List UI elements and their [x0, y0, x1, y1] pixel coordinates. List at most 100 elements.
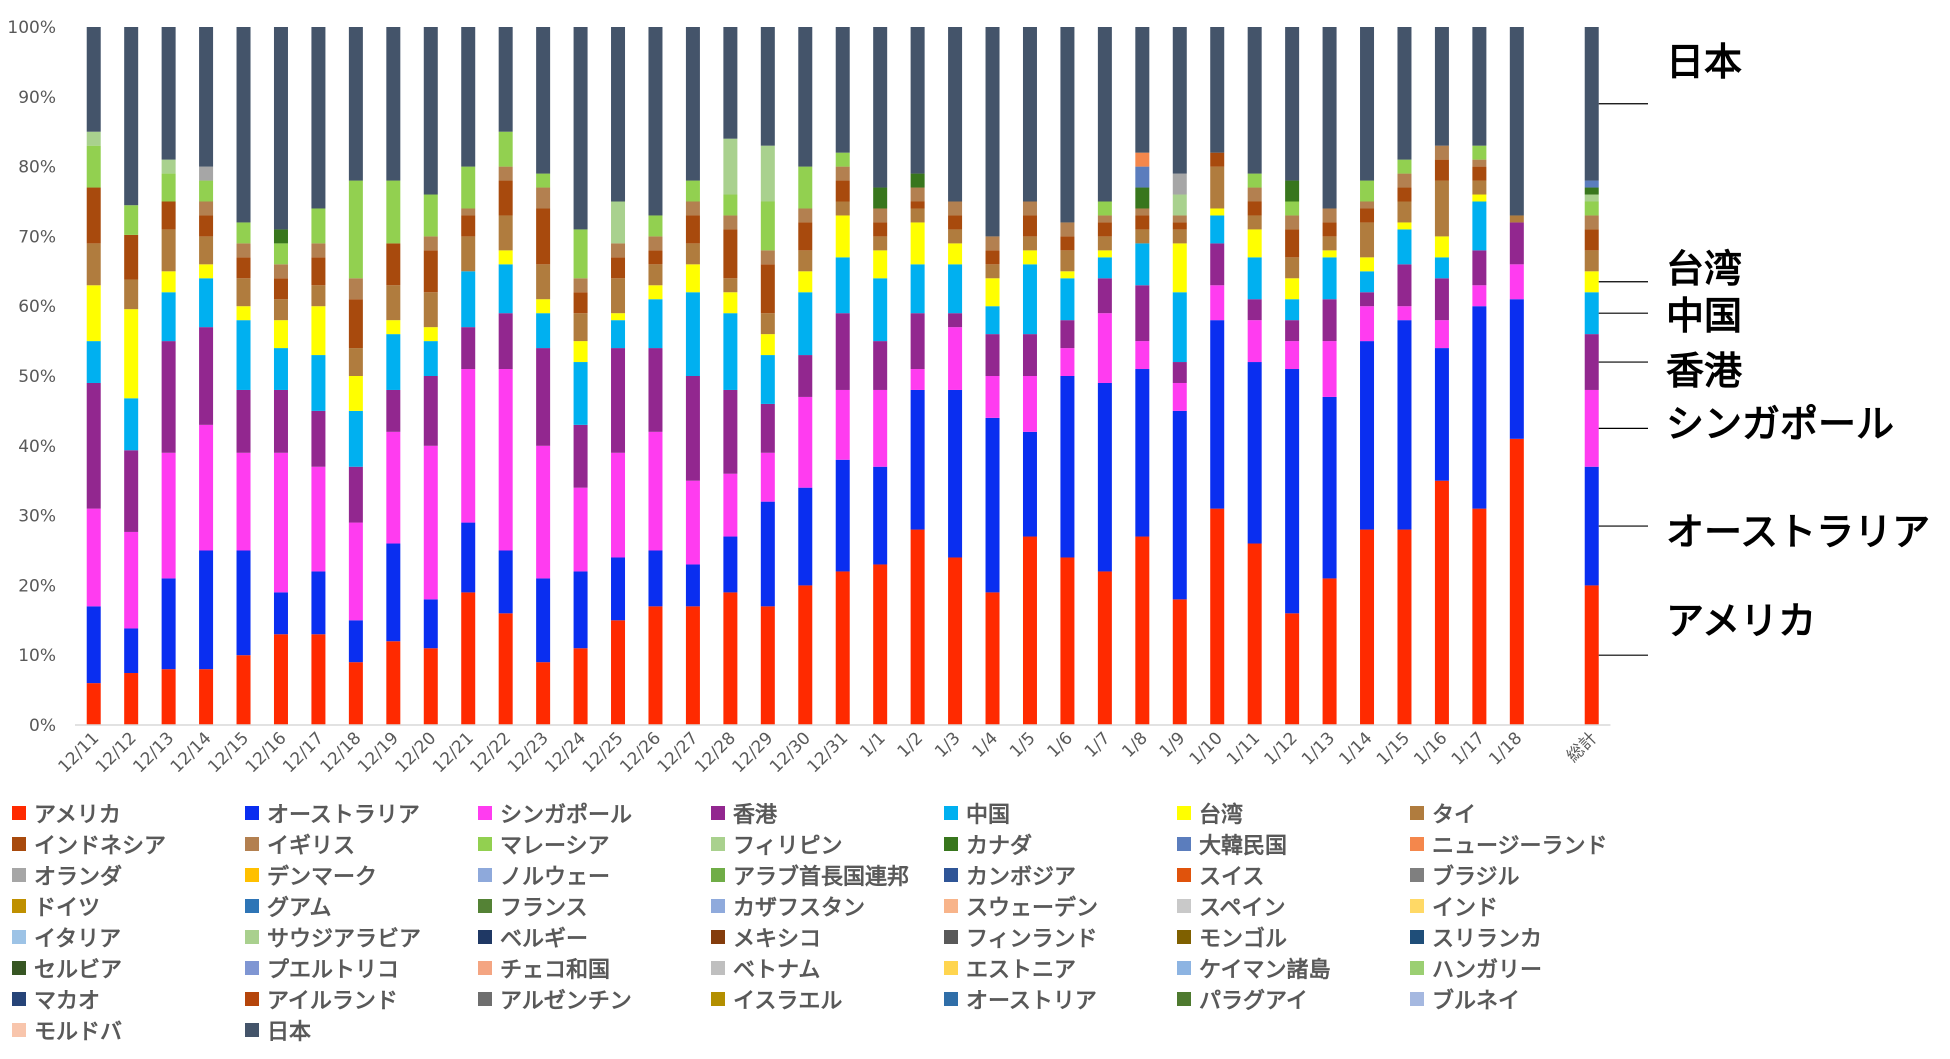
bar-segment: [910, 264, 925, 314]
bar-segment: [161, 173, 176, 202]
y-tick-label: 80%: [18, 158, 56, 178]
bar-segment: [348, 180, 363, 279]
legend-swatch: [12, 991, 26, 1006]
bar-segment: [273, 348, 288, 390]
legend-label: ドイツ: [34, 895, 101, 921]
legend-item: ドイツ: [12, 893, 245, 921]
legend-swatch: [245, 991, 259, 1006]
bar-segment: [723, 138, 738, 195]
bar-segment: [161, 341, 176, 453]
bar-segment: [1135, 341, 1150, 370]
legend-item: アメリカ: [12, 800, 245, 828]
legend-swatch: [1410, 960, 1424, 975]
bar-segment: [798, 355, 813, 397]
legend-item: カザフスタン: [711, 893, 944, 921]
legend-item: アラブ首長国連邦: [711, 862, 944, 890]
legend-item: マカオ: [12, 986, 245, 1014]
bar-segment: [348, 376, 363, 411]
bar-segment: [124, 309, 139, 399]
bar-segment: [1172, 194, 1187, 216]
bar-segment: [798, 166, 813, 209]
bar-segment: [1172, 229, 1187, 244]
bar-segment: [835, 201, 850, 216]
bar-segment: [423, 292, 438, 328]
bar-segment: [461, 592, 476, 725]
bar-segment: [1397, 320, 1412, 530]
bar-segment: [835, 27, 850, 153]
bar-segment: [835, 459, 850, 572]
bar-segment: [161, 229, 176, 272]
bar-segment: [386, 334, 401, 390]
bar-segment: [573, 424, 588, 488]
bar-segment: [236, 320, 251, 390]
bar-segment: [873, 208, 888, 223]
legend-swatch: [944, 929, 958, 944]
legend-label: オランダ: [34, 864, 123, 890]
bar-segment: [348, 278, 363, 300]
bar-segment: [1584, 194, 1599, 202]
legend-item: ブラジル: [1410, 862, 1643, 890]
legend-item: アルゼンチン: [478, 986, 711, 1014]
legend-item: ノルウェー: [478, 862, 711, 890]
bar-segment: [873, 389, 888, 467]
bar-segment: [423, 648, 438, 725]
bar-segment: [161, 578, 176, 670]
bar-segment: [86, 382, 101, 509]
bar-segment: [1322, 250, 1337, 258]
bar-segment: [723, 313, 738, 390]
bar-segment: [760, 313, 775, 335]
bar-segment: [611, 278, 626, 314]
bar-segment: [86, 606, 101, 684]
bar-segment: [1434, 145, 1449, 160]
bar-segment: [311, 634, 326, 725]
bar-segment: [1135, 208, 1150, 216]
bar-segment: [461, 208, 476, 216]
bar-segment: [1060, 557, 1075, 725]
bar-segment: [461, 369, 476, 523]
bar-segment: [461, 522, 476, 593]
bar-segment: [1097, 250, 1112, 258]
legend-label: フランス: [500, 895, 588, 921]
legend-swatch: [711, 960, 725, 975]
bar-segment: [86, 131, 101, 146]
x-tick-label: 1/1: [856, 728, 889, 761]
bar-segment: [1360, 27, 1375, 181]
legend-item: シンガポール: [478, 800, 711, 828]
legend-swatch: [1410, 805, 1424, 820]
bar-segment: [910, 187, 925, 202]
bar-segment: [348, 522, 363, 621]
legend-label: スウェーデン: [966, 895, 1099, 921]
bar-segment: [236, 222, 251, 244]
bar-segment: [1135, 187, 1150, 209]
bar-segment: [86, 341, 101, 383]
legend-label: イギリス: [267, 833, 356, 859]
bar-segment: [498, 264, 513, 314]
bar-segment: [199, 550, 214, 670]
legend-swatch: [711, 991, 725, 1006]
legend-swatch: [1177, 898, 1191, 913]
legend-item: ケイマン諸島: [1177, 955, 1410, 983]
legend-swatch: [1177, 960, 1191, 975]
x-tick-label: 12/28: [691, 728, 740, 777]
legend-swatch: [245, 929, 259, 944]
bar-segment: [236, 306, 251, 321]
bar-segment: [648, 27, 663, 216]
bar-segment: [685, 564, 700, 607]
legend-swatch: [944, 867, 958, 882]
bar-segment: [1060, 348, 1075, 376]
bar-segment: [985, 334, 1000, 376]
legend-label: エストニア: [966, 957, 1077, 983]
bar-segment: [1135, 152, 1150, 167]
y-tick-label: 20%: [18, 576, 56, 596]
x-tick-label: 1/8: [1118, 728, 1151, 761]
bar-segment: [1135, 369, 1150, 537]
bar-segment: [1509, 438, 1524, 725]
y-tick-label: 30%: [18, 507, 56, 527]
bar-segment: [536, 299, 551, 314]
bar-segment: [948, 327, 963, 390]
bar-segment: [873, 564, 888, 725]
bar-segment: [124, 531, 139, 629]
bar-segment: [273, 264, 288, 279]
bar-segment: [573, 27, 588, 230]
legend-label: スイス: [1199, 864, 1265, 890]
